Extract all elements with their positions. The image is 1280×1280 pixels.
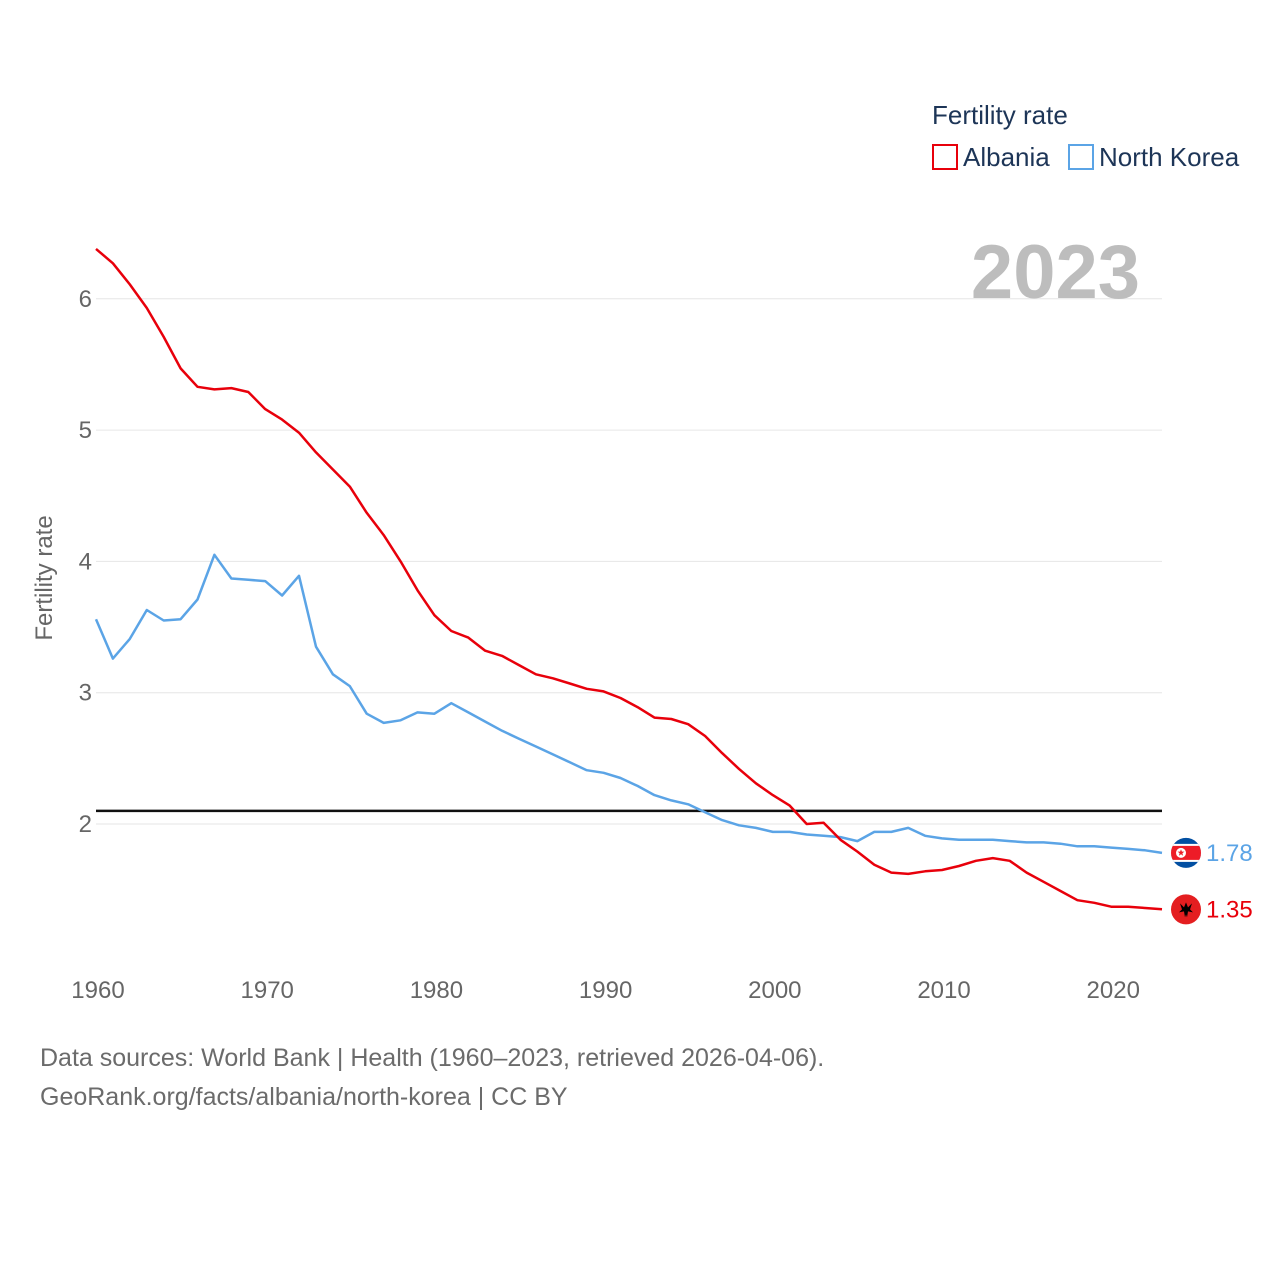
y-tick-label: 3	[79, 680, 92, 707]
y-tick-label: 6	[79, 286, 92, 313]
x-tick-label: 1990	[579, 977, 632, 1004]
x-axis-ticks: 1960 1970 1980 1990 2000 2010 2020	[71, 977, 1140, 1004]
license-text: GeoRank.org/facts/albania/north-korea | …	[40, 1083, 568, 1111]
x-tick-label: 2020	[1087, 977, 1140, 1004]
end-value-label-albania: 1.35	[1206, 896, 1253, 923]
x-tick-label: 2010	[917, 977, 970, 1004]
y-tick-label: 5	[79, 417, 92, 444]
legend-label-north-korea: North Korea	[1099, 142, 1240, 172]
y-tick-label: 2	[79, 811, 92, 838]
legend-swatch-albania	[932, 144, 958, 170]
north-korea-flag-icon	[1171, 837, 1201, 868]
data-source-text: Data sources: World Bank | Health (1960–…	[40, 1044, 825, 1072]
y-tick-label: 4	[79, 548, 92, 575]
end-value-label-north-korea: 1.78	[1206, 840, 1253, 867]
x-tick-label: 1980	[410, 977, 463, 1004]
legend: Fertility rate Albania North Korea	[932, 100, 1240, 172]
end-markers	[1171, 837, 1201, 925]
end-value-labels: 1.35 1.78	[1206, 840, 1253, 923]
x-tick-label: 1970	[241, 977, 294, 1004]
series-line-north-korea	[94, 553, 1163, 855]
legend-label-albania: Albania	[963, 142, 1050, 172]
y-axis-ticks: 2 3 4 5 6	[79, 286, 92, 838]
series-line-albania	[95, 247, 1163, 911]
albania-flag-icon	[1171, 894, 1201, 925]
grid-lines	[96, 298, 1162, 825]
legend-swatch-north-korea	[1068, 144, 1094, 170]
y-axis-label: Fertility rate	[31, 515, 58, 640]
x-tick-label: 1960	[71, 977, 124, 1004]
series-lines	[94, 247, 1163, 911]
x-tick-label: 2000	[748, 977, 801, 1004]
current-year-watermark: 2023	[971, 230, 1140, 315]
legend-title: Fertility rate	[932, 100, 1068, 130]
